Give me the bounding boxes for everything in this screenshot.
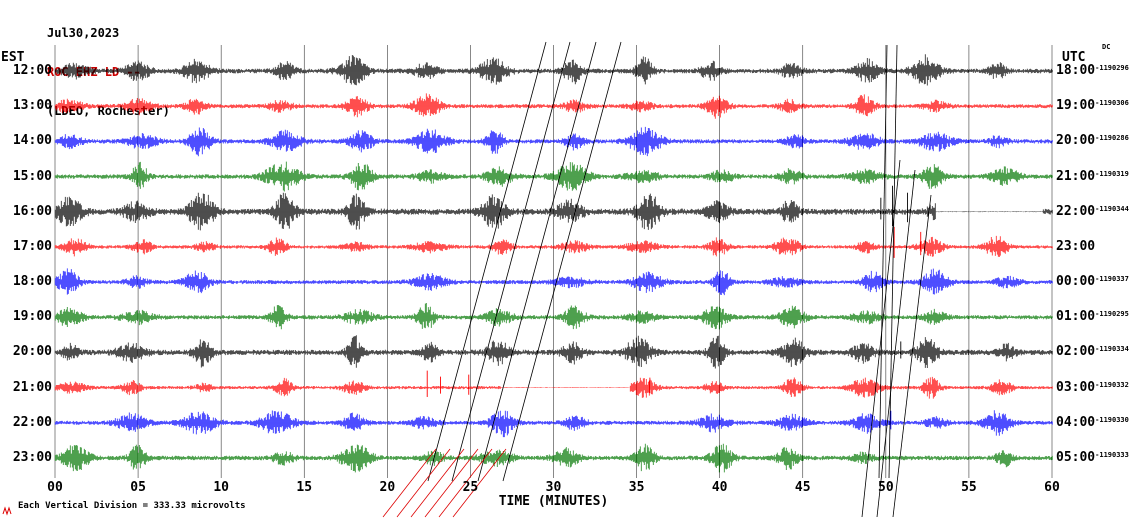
right-time-label: 22:00-1190344 (1056, 203, 1129, 219)
right-time-label: 03:00-1190332 (1056, 379, 1129, 395)
x-tick-label: 00 (47, 480, 63, 495)
right-time-label: 04:00-1190330 (1056, 414, 1129, 430)
left-time-label: 13:00 (12, 98, 52, 114)
x-tick-label: 30 (545, 480, 562, 495)
x-tick-label: 20 (379, 480, 396, 495)
right-time-label: 00:00-1190337 (1056, 274, 1129, 290)
right-time-label: 21:00-1190319 (1056, 168, 1129, 184)
left-time-label: 22:00 (12, 414, 52, 430)
right-time-label: 19:00-1190306 (1056, 98, 1129, 114)
utc-offset-label: -1190337 (1095, 275, 1129, 284)
utc-offset-label: -1190332 (1095, 380, 1129, 389)
time-axis-title: TIME (MINUTES) (498, 494, 609, 509)
left-time-label: 23:00 (12, 449, 52, 465)
right-time-label: 23:00 (1056, 238, 1096, 254)
x-tick-label: 15 (296, 480, 313, 495)
left-time-label: 16:00 (12, 203, 52, 219)
dc-label: DC (1102, 43, 1111, 51)
utc-offset-label: -1190330 (1095, 415, 1129, 424)
utc-axis-label: UTC (1062, 50, 1086, 65)
right-time-label: 02:00-1190334 (1056, 344, 1129, 360)
est-axis-label: EST (1, 50, 25, 65)
x-tick-label: 60 (1044, 480, 1060, 495)
x-tick-label: 55 (961, 480, 977, 495)
utc-offset-label: -1190334 (1095, 345, 1129, 354)
left-time-label: 18:00 (12, 274, 52, 290)
x-tick-label: 05 (130, 480, 146, 495)
utc-offset-label: -1190344 (1095, 204, 1129, 213)
utc-offset-label: -1190296 (1095, 64, 1129, 72)
utc-offset-label: -1190319 (1095, 169, 1129, 178)
left-time-label: 12:00 (12, 63, 52, 78)
left-time-label: 19:00 (12, 309, 52, 325)
left-time-label: 20:00 (12, 344, 52, 360)
utc-offset-label: -1190306 (1095, 99, 1129, 108)
scale-note: Each Vertical Division = 333.33 microvol… (18, 501, 246, 511)
x-tick-label: 10 (213, 480, 229, 495)
x-tick-label: 40 (711, 480, 728, 495)
right-time-label: 20:00-1190286 (1056, 133, 1129, 149)
left-time-label: 15:00 (12, 168, 52, 184)
left-time-label: 14:00 (12, 133, 52, 149)
right-time-label: 18:00-1190296 (1056, 63, 1129, 78)
red-scribble-icon (2, 506, 12, 516)
utc-offset-label: -1190286 (1095, 134, 1129, 143)
right-time-label: 05:00-1190333 (1056, 449, 1129, 465)
utc-offset-label: -1190333 (1095, 450, 1129, 459)
right-time-label: 01:00-1190295 (1056, 309, 1129, 325)
x-tick-label: 25 (462, 480, 479, 495)
left-time-label: 21:00 (12, 379, 52, 395)
x-tick-label: 50 (878, 480, 894, 495)
utc-offset-label: -1190295 (1095, 310, 1129, 319)
x-tick-label: 35 (628, 480, 645, 495)
left-time-label: 17:00 (12, 238, 52, 254)
x-tick-label: 45 (794, 480, 811, 495)
